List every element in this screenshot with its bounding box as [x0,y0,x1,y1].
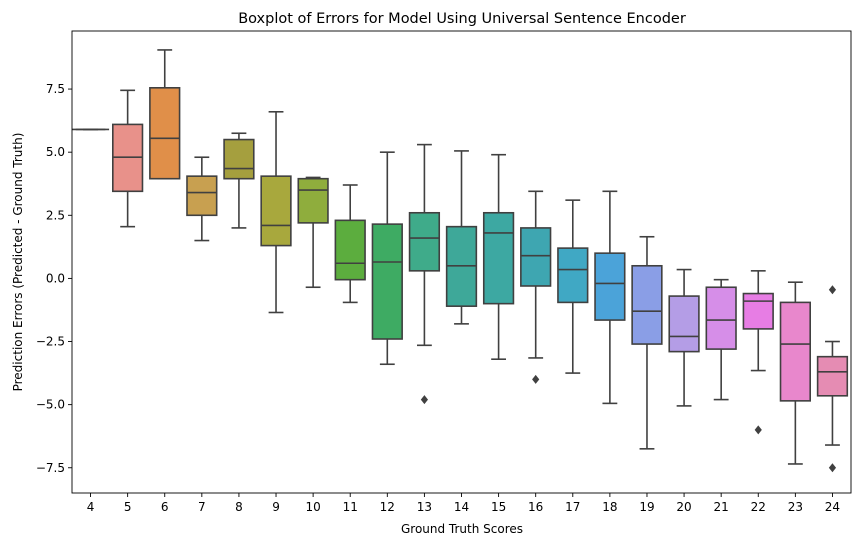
chart-title: Boxplot of Errors for Model Using Univer… [238,11,686,27]
box-7 [186,175,218,217]
plot-area [72,49,849,473]
box-12 [371,223,403,340]
x-tick-label-23: 23 [788,500,803,514]
box-group-21 [705,278,737,401]
box-group-14 [445,150,478,325]
box-23 [779,301,811,402]
x-tick-label-20: 20 [676,500,691,514]
box-group-22 [742,270,774,435]
axes: 4 5 6 7 8 9 10 11 12 13 14 15 16 17 18 19 20 21 22 23 24 −7.5… [36,82,840,514]
box-8 [223,138,255,180]
y-tick-label-0: −7.5 [36,461,65,475]
box-group-20 [668,268,700,407]
x-tick-label-10: 10 [305,500,320,514]
box-group-11 [334,184,366,304]
x-tick-label-24: 24 [825,500,840,514]
x-tick-label-15: 15 [491,500,506,514]
x-tick-label-12: 12 [380,500,395,514]
box-20 [668,295,700,353]
box-13 [408,211,441,272]
box-group-6 [149,49,181,180]
y-tick-label-5: 5.0 [46,145,65,159]
box-16 [520,227,552,287]
box-10 [297,177,329,224]
outlier-24-0 [828,285,837,295]
box-group-23 [779,281,811,465]
outlier-13-0 [420,395,429,405]
box-22 [742,292,774,330]
x-tick-label-22: 22 [751,500,766,514]
y-tick-label-2: −2.5 [36,335,65,349]
box-18 [594,252,626,321]
x-axis-label: Ground Truth Scores [401,522,523,536]
x-tick-label-6: 6 [161,500,169,514]
box-group-19 [631,235,663,450]
y-tick-label-4: 2.5 [46,208,65,222]
box-19 [631,264,663,345]
x-tick-label-11: 11 [343,500,358,514]
box-group-17 [557,199,589,374]
box-group-8 [223,132,255,229]
box-group-5 [112,89,144,228]
outlier-16-0 [532,374,540,384]
x-tick-label-17: 17 [565,500,580,514]
box-group-15 [482,153,515,360]
x-tick-label-14: 14 [454,500,469,514]
box-group-7 [186,156,218,242]
box-group-10 [297,176,329,289]
box-group-13 [408,143,441,405]
x-tick-label-9: 9 [272,500,280,514]
x-tick-label-8: 8 [235,500,243,514]
x-tick-label-4: 4 [87,500,95,514]
box-24 [816,355,849,397]
y-tick-label-6: 7.5 [46,82,65,96]
box-group-12 [371,151,403,366]
box-group-16 [520,190,552,384]
box-group-18 [594,190,626,405]
y-tick-label-3: 0.0 [46,271,65,285]
x-tick-label-13: 13 [417,500,432,514]
x-tick-label-18: 18 [602,500,617,514]
x-tick-label-19: 19 [639,500,654,514]
box-group-9 [260,110,292,314]
x-tick-label-21: 21 [714,500,729,514]
x-tick-label-16: 16 [528,500,543,514]
box-9 [260,175,292,247]
x-tick-label-7: 7 [198,500,206,514]
outlier-24-1 [828,463,837,473]
box-21 [705,286,737,350]
box-17 [557,247,589,304]
y-axis-label: Prediction Errors (Predicted - Ground Tr… [11,133,25,392]
box-11 [334,219,366,281]
outlier-22-0 [754,425,762,435]
box-15 [482,211,515,305]
y-tick-label-1: −5.0 [36,398,65,412]
box-group-24 [816,285,849,473]
box-6 [149,87,181,180]
x-tick-label-5: 5 [124,500,132,514]
